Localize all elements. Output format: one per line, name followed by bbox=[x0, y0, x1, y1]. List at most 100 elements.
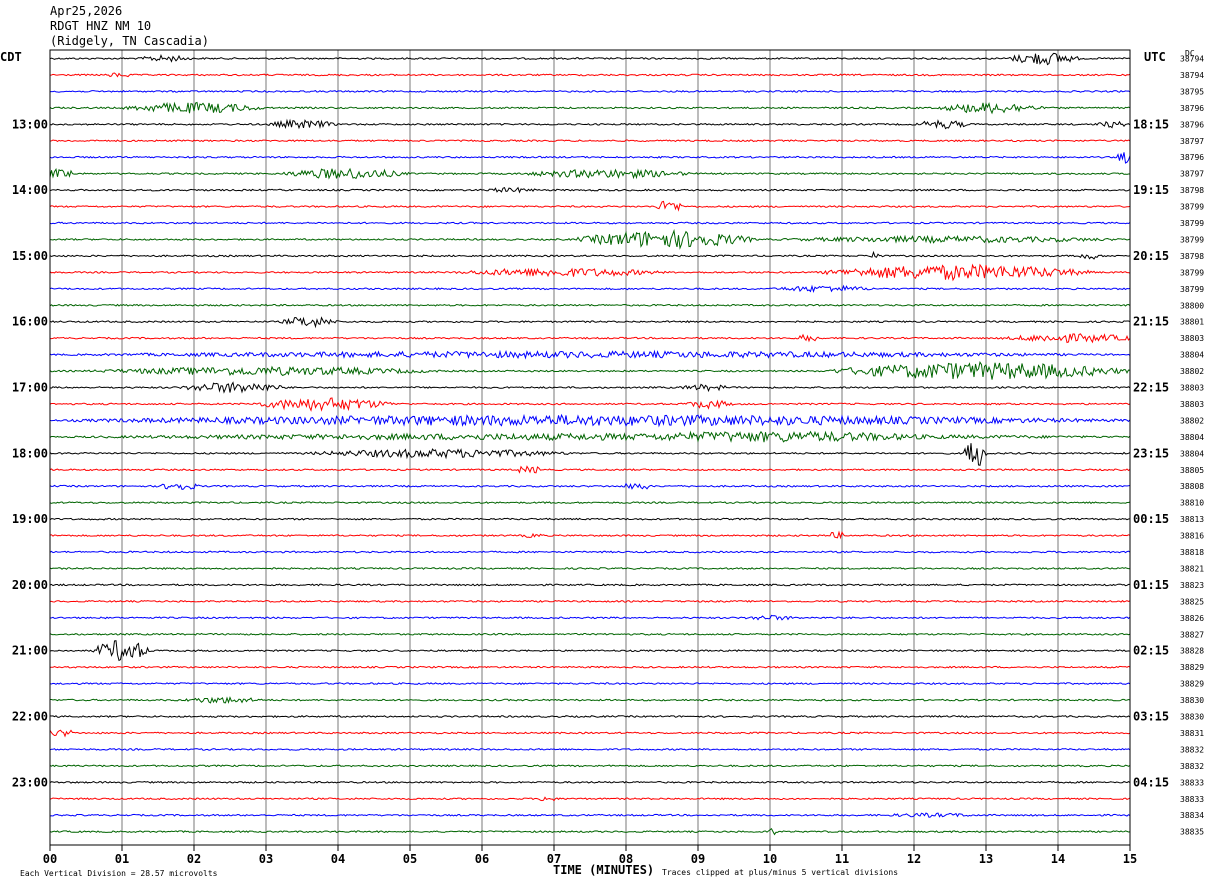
seismic-trace-19 bbox=[49, 361, 1131, 380]
cdt-hour-label: 23:00 bbox=[12, 775, 48, 789]
x-tick-label-12: 12 bbox=[907, 852, 921, 866]
dc-offset-value: 38804 bbox=[1180, 433, 1204, 442]
utc-hour-label: 02:15 bbox=[1133, 644, 1169, 658]
utc-hour-label: 22:15 bbox=[1133, 381, 1169, 395]
utc-label: UTC bbox=[1144, 50, 1166, 64]
cdt-hour-label: 22:00 bbox=[12, 710, 48, 724]
seismic-trace-38 bbox=[49, 682, 1131, 686]
seismic-trace-18 bbox=[49, 349, 1131, 360]
dc-offset-value: 38835 bbox=[1180, 828, 1204, 837]
dc-offset-value: 38799 bbox=[1180, 219, 1204, 228]
dc-offset-value: 38808 bbox=[1180, 482, 1204, 491]
dc-offset-value: 38798 bbox=[1180, 186, 1204, 195]
x-axis-title: TIME (MINUTES) bbox=[553, 863, 654, 877]
x-tick-label-14: 14 bbox=[1051, 852, 1065, 866]
dc-offset-value: 38828 bbox=[1180, 647, 1204, 656]
cdt-hour-label: 15:00 bbox=[12, 249, 48, 263]
dc-label: DC bbox=[1185, 49, 1195, 58]
dc-offset-value: 38799 bbox=[1180, 268, 1204, 277]
dc-offset-value: 38829 bbox=[1180, 663, 1204, 672]
dc-offset-value: 38823 bbox=[1180, 581, 1204, 590]
seismic-trace-46 bbox=[49, 812, 1131, 818]
seismic-trace-28 bbox=[49, 517, 1131, 521]
x-tick-label-08: 08 bbox=[619, 852, 633, 866]
dc-offset-value: 38800 bbox=[1180, 301, 1204, 310]
dc-offset-value: 38796 bbox=[1180, 120, 1204, 129]
dc-offset-value: 38833 bbox=[1180, 778, 1204, 787]
dc-offset-value: 38830 bbox=[1180, 713, 1204, 722]
x-tick-label-13: 13 bbox=[979, 852, 993, 866]
cdt-label: CDT bbox=[0, 50, 22, 64]
seismic-trace-25 bbox=[49, 465, 1131, 474]
dc-offset-value: 38796 bbox=[1180, 153, 1204, 162]
seismic-trace-0 bbox=[49, 52, 1131, 66]
seismic-trace-14 bbox=[49, 284, 1131, 294]
seismic-trace-40 bbox=[49, 714, 1131, 718]
seismic-trace-16 bbox=[49, 316, 1131, 329]
seismic-trace-44 bbox=[49, 780, 1131, 784]
seismic-trace-29 bbox=[49, 530, 1131, 540]
dc-offset-value: 38795 bbox=[1180, 87, 1204, 96]
seismic-trace-8 bbox=[49, 186, 1131, 194]
cdt-hour-label: 16:00 bbox=[12, 315, 48, 329]
utc-hour-label: 23:15 bbox=[1133, 446, 1169, 460]
seismic-trace-1 bbox=[49, 72, 1131, 78]
seismic-trace-5 bbox=[49, 139, 1131, 143]
x-tick-label-07: 07 bbox=[547, 852, 561, 866]
dc-offset-value: 38826 bbox=[1180, 614, 1204, 623]
seismic-trace-43 bbox=[49, 764, 1131, 768]
dc-offset-value: 38834 bbox=[1180, 811, 1204, 820]
seismic-trace-10 bbox=[49, 221, 1131, 225]
seismic-trace-9 bbox=[49, 200, 1131, 212]
seismic-trace-6 bbox=[49, 152, 1131, 164]
vertical-division-note: Each Vertical Division = 28.57 microvolt… bbox=[20, 869, 218, 878]
seismic-trace-23 bbox=[49, 430, 1131, 443]
dc-offset-value: 38830 bbox=[1180, 696, 1204, 705]
seismic-trace-47 bbox=[49, 827, 1131, 836]
seismic-trace-24 bbox=[49, 443, 1131, 466]
cdt-hour-label: 20:00 bbox=[12, 578, 48, 592]
dc-offset-value: 38832 bbox=[1180, 745, 1204, 754]
dc-offset-value: 38821 bbox=[1180, 564, 1204, 573]
dc-offset-value: 38804 bbox=[1180, 449, 1204, 458]
dc-offset-value: 38803 bbox=[1180, 334, 1204, 343]
dc-offset-value: 38798 bbox=[1180, 252, 1204, 261]
utc-hour-label: 19:15 bbox=[1133, 183, 1169, 197]
dc-offset-value: 38801 bbox=[1180, 318, 1204, 327]
seismic-trace-37 bbox=[50, 665, 1131, 669]
dc-offset-value: 38813 bbox=[1180, 515, 1204, 524]
x-tick-label-02: 02 bbox=[187, 852, 201, 866]
utc-hour-label: 20:15 bbox=[1133, 249, 1169, 263]
cdt-hour-label: 14:00 bbox=[12, 183, 48, 197]
dc-offset-value: 38832 bbox=[1180, 762, 1204, 771]
seismic-trace-22 bbox=[49, 413, 1131, 428]
seismic-trace-34 bbox=[49, 614, 1131, 621]
dc-offset-value: 38816 bbox=[1180, 532, 1204, 541]
cdt-hour-label: 17:00 bbox=[12, 381, 48, 395]
seismic-trace-7 bbox=[49, 167, 1131, 180]
dc-offset-value: 38818 bbox=[1180, 548, 1204, 557]
utc-hour-labels: 18:15 19:15 20:15 21:15 22:15 23:15 00:15 01:15… bbox=[1133, 117, 1169, 789]
dc-offset-value: 38799 bbox=[1180, 203, 1204, 212]
seismic-trace-31 bbox=[49, 566, 1131, 570]
seismic-trace-30 bbox=[49, 550, 1131, 554]
seismic-trace-35 bbox=[49, 632, 1131, 636]
seismic-trace-13 bbox=[49, 263, 1131, 282]
utc-hour-label: 04:15 bbox=[1133, 775, 1169, 789]
seismic-trace-26 bbox=[49, 482, 1131, 490]
seismic-trace-3 bbox=[49, 101, 1131, 115]
x-tick-label-03: 03 bbox=[259, 852, 273, 866]
dc-offset-value: 38827 bbox=[1180, 630, 1204, 639]
dc-offset-value: 38804 bbox=[1180, 351, 1204, 360]
utc-hour-label: 21:15 bbox=[1133, 315, 1169, 329]
dc-offset-value: 38796 bbox=[1180, 104, 1204, 113]
utc-hour-label: 03:15 bbox=[1133, 710, 1169, 724]
dc-offset-labels: 38794 38794 38795 38796 38796 38797 38796 38797… bbox=[1180, 55, 1204, 837]
minute-grid bbox=[121, 50, 1059, 845]
x-tick-label-06: 06 bbox=[475, 852, 489, 866]
dc-offset-value: 38803 bbox=[1180, 400, 1204, 409]
seismic-trace-45 bbox=[49, 796, 1131, 802]
x-tick-label-04: 04 bbox=[331, 852, 345, 866]
utc-hour-label: 18:15 bbox=[1133, 117, 1169, 131]
